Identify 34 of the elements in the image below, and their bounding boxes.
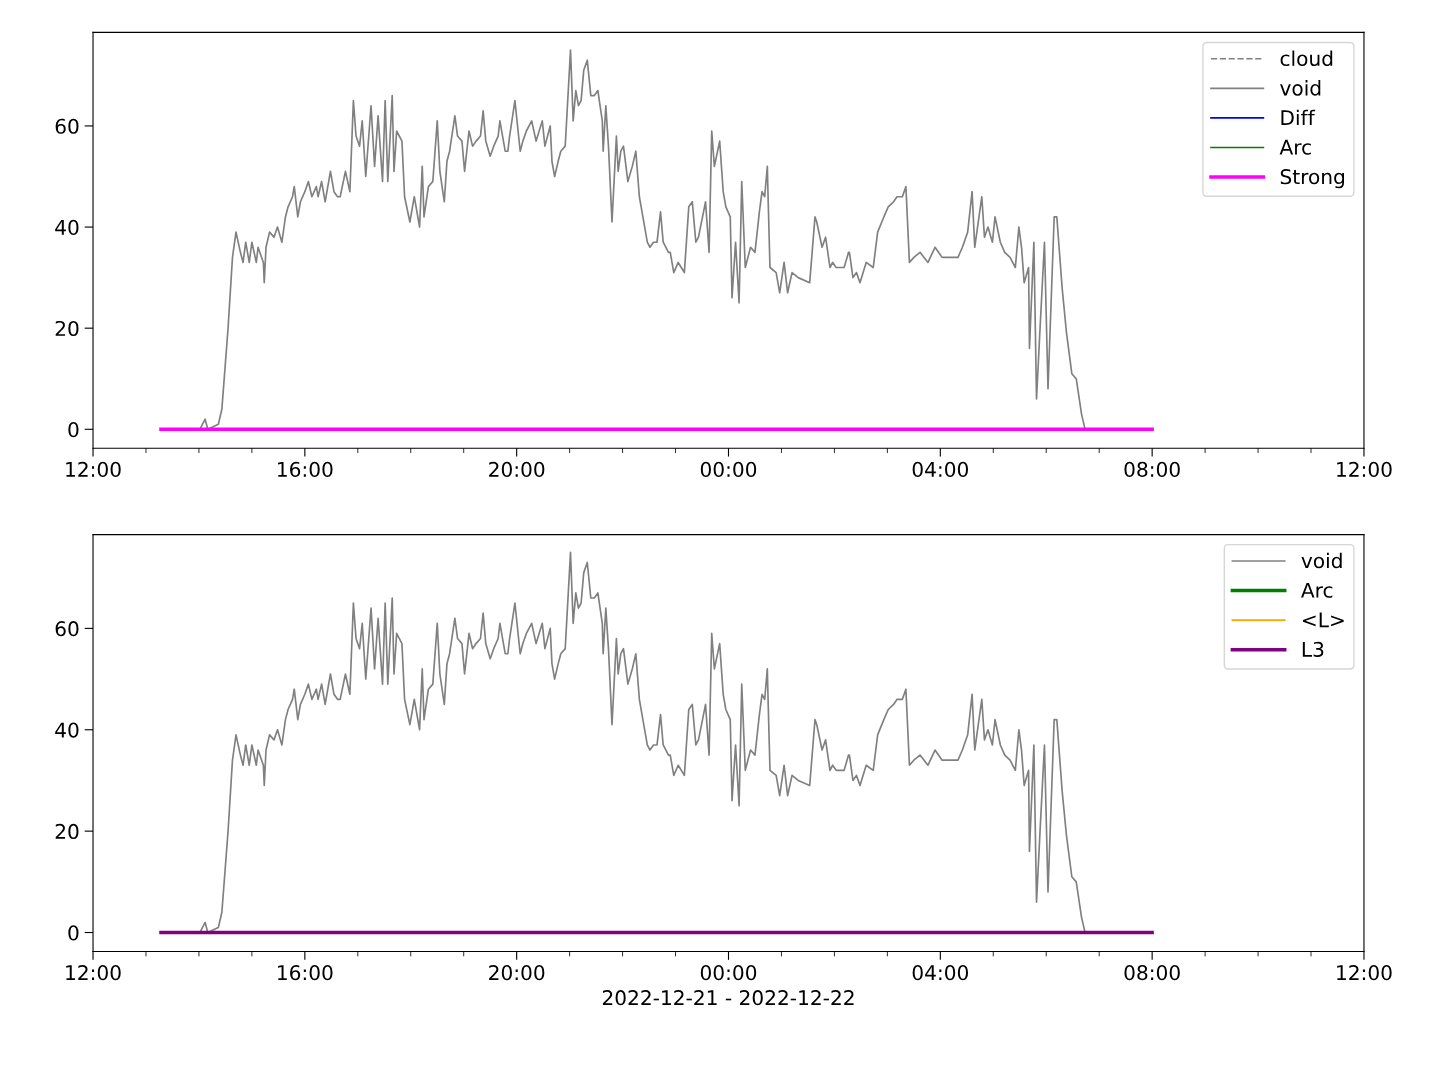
x-tick-label: 08:00 — [1124, 965, 1180, 981]
x-tick-label: 08:00 — [1124, 461, 1180, 477]
x-tick-label: 12:00 — [1337, 965, 1392, 981]
legend-label: void — [1301, 552, 1342, 569]
x-tick-label: 12:00 — [1337, 461, 1392, 477]
x-tick-label: 20:00 — [489, 461, 545, 477]
legend-label: L3 — [1302, 641, 1324, 657]
x-tick-label: 20:00 — [489, 965, 545, 981]
x-axis-title: 2022-12-21 - 2022-12-22 — [602, 990, 854, 1006]
x-tick-label: 12:00 — [66, 965, 121, 981]
y-tick-label: 40 — [55, 722, 79, 738]
legend-label: Strong — [1280, 169, 1345, 189]
y-tick-label: 0 — [68, 422, 79, 438]
legend-label: Arc — [1301, 582, 1333, 598]
x-tick-label: 12:00 — [66, 461, 121, 477]
legend-label: Arc — [1279, 139, 1311, 155]
line-series — [198, 49, 1086, 431]
line-series — [198, 551, 1086, 934]
y-tick-label: 40 — [55, 219, 79, 235]
legend-label: Diff — [1281, 109, 1316, 125]
x-tick-label: 04:00 — [912, 461, 968, 477]
y-tick-label: 60 — [55, 118, 79, 134]
x-tick-label: 04:00 — [912, 965, 968, 981]
y-tick-label: 20 — [55, 823, 79, 840]
x-tick-label: 00:00 — [700, 461, 757, 477]
y-tick-label: 60 — [55, 621, 79, 637]
legend-label: cloud — [1280, 50, 1333, 67]
x-tick-label: 16:00 — [278, 965, 333, 981]
x-tick-label: 00:00 — [700, 965, 757, 981]
legend-label: <L> — [1303, 612, 1344, 628]
legend-label: void — [1280, 80, 1321, 96]
y-tick-label: 0 — [68, 925, 79, 941]
y-tick-label: 20 — [55, 320, 79, 337]
x-tick-label: 16:00 — [278, 461, 333, 477]
